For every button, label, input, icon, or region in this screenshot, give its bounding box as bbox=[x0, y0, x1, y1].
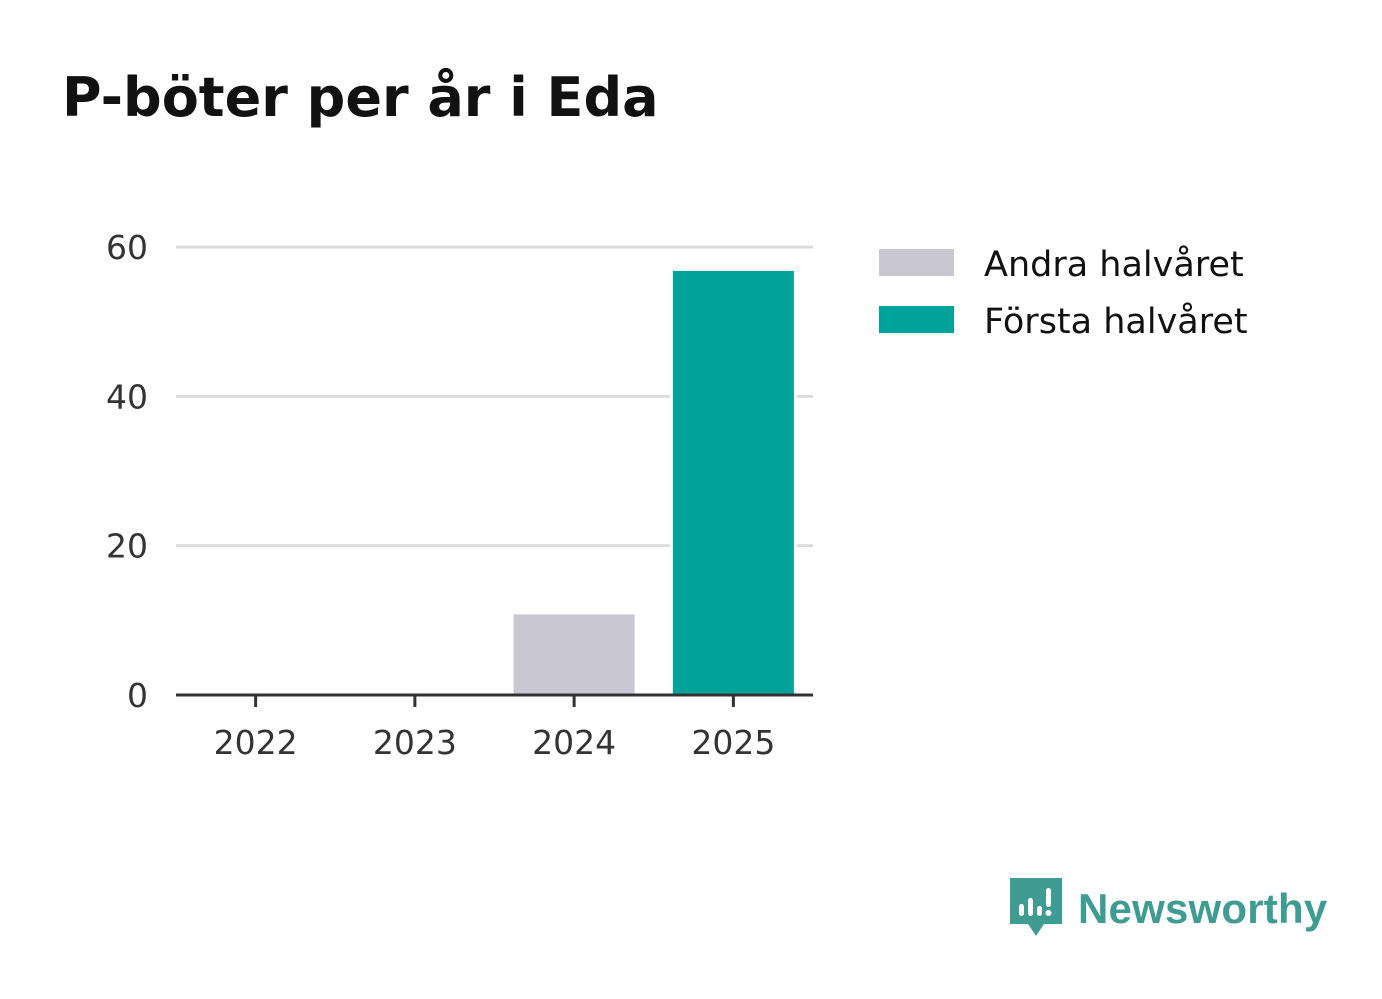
x-tick-label: 2025 bbox=[691, 723, 775, 762]
bar bbox=[510, 611, 638, 697]
newsworthy-logo-icon bbox=[1010, 878, 1062, 936]
x-tick-label: 2024 bbox=[532, 723, 616, 762]
x-axis: 2022 2023 2024 2025 bbox=[176, 693, 813, 762]
legend: Andra halvåret Första halvåret bbox=[879, 244, 1248, 342]
chart-title: P-böter per år i Eda bbox=[62, 66, 659, 129]
bars bbox=[510, 267, 797, 697]
y-axis-tick-labels: 0 20 40 60 bbox=[106, 228, 148, 715]
newsworthy-brand: Newsworthy bbox=[1010, 878, 1327, 940]
y-tick-label: 0 bbox=[127, 676, 148, 715]
x-tick-label: 2022 bbox=[214, 723, 298, 762]
x-tick-label: 2023 bbox=[373, 723, 457, 762]
legend-swatch bbox=[879, 306, 954, 333]
legend-label: Första halvåret bbox=[984, 301, 1248, 342]
y-tick-label: 40 bbox=[106, 377, 148, 416]
bar bbox=[669, 267, 797, 697]
legend-swatch bbox=[879, 249, 954, 276]
y-tick-label: 60 bbox=[106, 228, 148, 267]
legend-label: Andra halvåret bbox=[984, 244, 1244, 285]
y-tick-label: 20 bbox=[106, 527, 148, 566]
brand-name: Newsworthy bbox=[1078, 885, 1328, 932]
